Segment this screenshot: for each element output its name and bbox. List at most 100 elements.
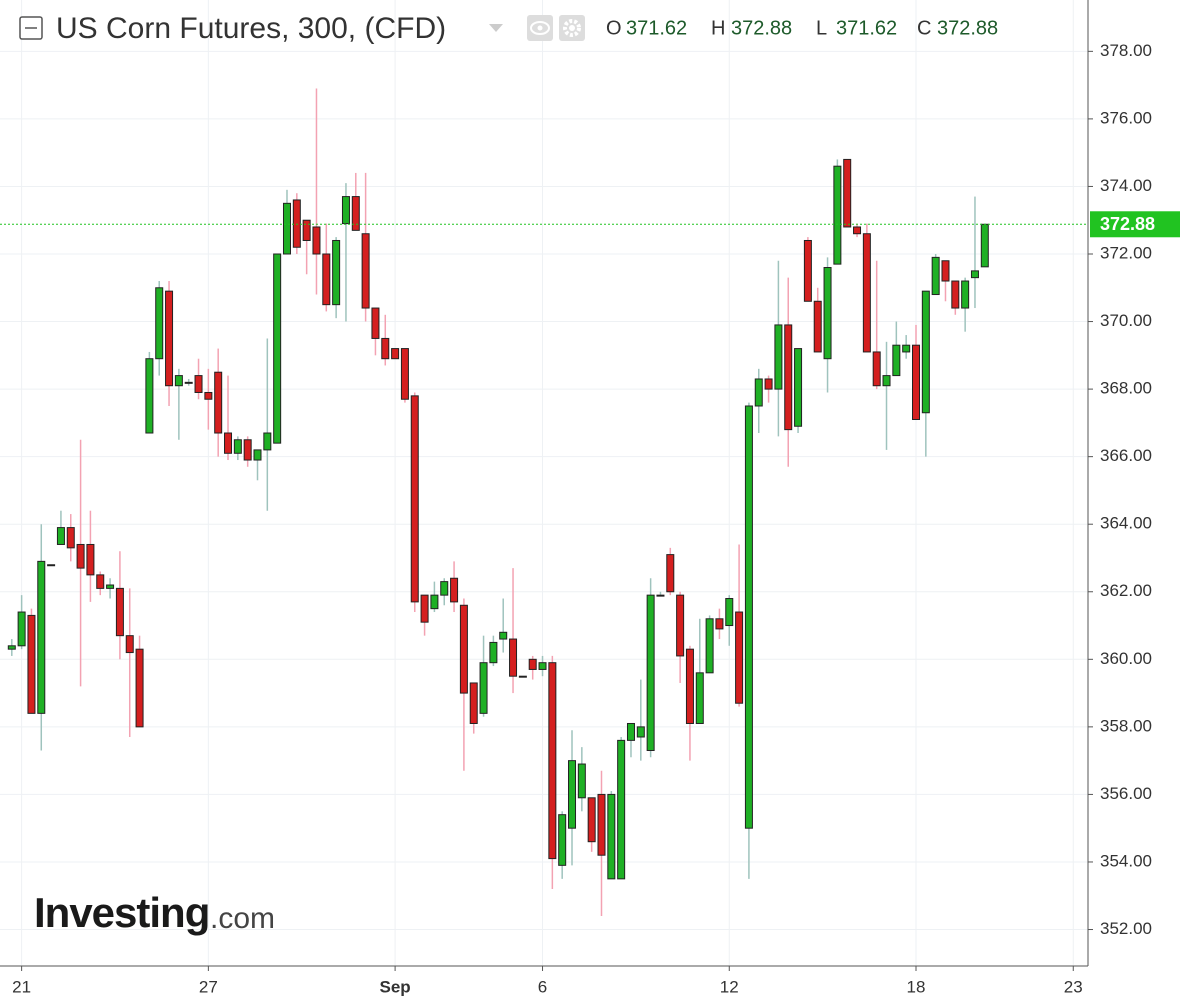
- candle-body: [548, 662, 557, 860]
- candle-body: [951, 280, 960, 309]
- y-tick-label: 356.00: [1100, 784, 1152, 803]
- x-tick-label: Sep: [380, 977, 411, 996]
- candle-body: [538, 662, 547, 670]
- candle-body: [479, 662, 488, 714]
- ohlc-key: H: [711, 17, 725, 39]
- candle-body: [302, 219, 311, 241]
- candle-body: [961, 280, 970, 309]
- y-tick-label: 378.00: [1100, 41, 1152, 60]
- candle-body: [47, 564, 56, 567]
- x-tick-label: 21: [12, 977, 31, 996]
- watermark-brand: Investing: [34, 889, 209, 936]
- y-tick-label: 376.00: [1100, 108, 1152, 127]
- candle-body: [577, 763, 586, 799]
- candle-body: [361, 233, 370, 309]
- dropdown-arrow[interactable]: [489, 24, 503, 32]
- candle-body: [115, 587, 124, 637]
- ohlc-key: L: [816, 17, 827, 39]
- ohlc-legend: O 371.62 H 372.88 L 371.62 C 372.88: [606, 17, 998, 39]
- y-tick-label: 364.00: [1100, 514, 1152, 533]
- candle-body: [685, 648, 694, 724]
- candle-body: [233, 439, 242, 454]
- watermark: Investing .com: [34, 889, 275, 936]
- candle-body: [656, 594, 665, 597]
- eye-pupil: [537, 25, 543, 31]
- grid: [0, 0, 1088, 966]
- candle-body: [469, 682, 478, 724]
- ohlc-key: O: [606, 17, 622, 39]
- candle-body: [921, 290, 930, 414]
- candle-body: [243, 439, 252, 461]
- y-tick-label: 362.00: [1100, 581, 1152, 600]
- candle-body: [155, 287, 164, 360]
- header: US Corn Futures, 300, (CFD) O 371.62 H 372.…: [19, 12, 998, 45]
- gear-shape: [563, 19, 581, 37]
- candle-body: [86, 543, 95, 576]
- candle-body: [725, 598, 734, 627]
- candle-body: [843, 158, 852, 228]
- candle-body: [312, 226, 321, 255]
- candle-body: [764, 378, 773, 390]
- candle-body: [489, 641, 498, 664]
- candles: [0, 88, 1088, 917]
- candle-body: [833, 165, 842, 265]
- candle-body: [626, 722, 635, 741]
- y-tick-label: 374.00: [1100, 176, 1152, 195]
- candle-body: [646, 594, 655, 752]
- candle-body: [371, 307, 380, 339]
- candle-body: [391, 348, 400, 360]
- candle-body: [56, 527, 65, 545]
- candle-body: [263, 432, 272, 451]
- last-price-tag: [1090, 211, 1180, 238]
- candle-body: [794, 348, 803, 427]
- ohlc-value: 371.62: [626, 17, 687, 39]
- x-tick-label: 23: [1064, 977, 1083, 996]
- candle-body: [813, 300, 822, 353]
- axes: 352.00 354.00 356.00 358.00 360.00 362.00 364.…: [12, 41, 1180, 996]
- x-tick-label: 18: [907, 977, 926, 996]
- candle-body: [509, 638, 518, 677]
- candle-body: [184, 381, 193, 384]
- y-tick-label: 354.00: [1100, 851, 1152, 870]
- y-tick-label: 358.00: [1100, 716, 1152, 735]
- candle-body: [459, 604, 468, 694]
- candle-body: [607, 793, 616, 880]
- candle-body: [204, 391, 213, 400]
- watermark-domain: .com: [210, 902, 275, 935]
- candle-body: [636, 726, 645, 738]
- candle-body: [597, 793, 606, 856]
- candle-body: [774, 324, 783, 390]
- candle-body: [941, 260, 950, 282]
- candle-body: [253, 449, 262, 461]
- candle-body: [754, 378, 763, 407]
- candle-body: [892, 344, 901, 377]
- last-price-label: 372.88: [1100, 214, 1155, 234]
- candle-body: [135, 648, 144, 728]
- candle-body: [715, 618, 724, 630]
- candle-body: [76, 543, 85, 569]
- candle-body: [440, 581, 449, 596]
- y-tick-label: 368.00: [1100, 379, 1152, 398]
- candle-body: [528, 658, 537, 670]
- eye-shape: [530, 21, 550, 35]
- x-tick-label: 6: [538, 977, 547, 996]
- candle-body: [862, 233, 871, 353]
- candle-body: [273, 253, 282, 444]
- candle-body: [450, 577, 459, 603]
- candle-body: [282, 202, 291, 255]
- y-tick-label: 372.00: [1100, 243, 1152, 262]
- candle-body: [96, 574, 105, 589]
- ohlc-value: 372.88: [937, 17, 998, 39]
- candle-body: [430, 594, 439, 610]
- candle-body: [784, 324, 793, 431]
- candle-body: [27, 614, 36, 714]
- x-tick-label: 27: [199, 977, 218, 996]
- candle-body: [617, 739, 626, 880]
- candle-body: [853, 226, 862, 235]
- candle-body: [970, 270, 979, 279]
- x-tick-label: 12: [720, 977, 739, 996]
- candle-body: [322, 253, 331, 306]
- chart-title: US Corn Futures, 300, (CFD): [56, 12, 446, 45]
- candle-body: [735, 611, 744, 704]
